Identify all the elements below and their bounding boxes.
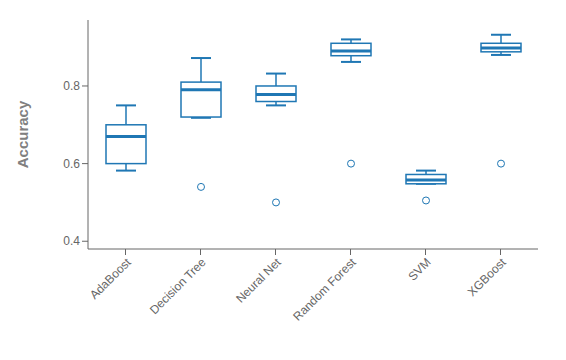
- svg-text:Decision Tree: Decision Tree: [147, 255, 209, 317]
- svg-text:0.6: 0.6: [63, 157, 80, 171]
- svg-text:SVM: SVM: [405, 255, 433, 283]
- svg-text:Random Forest: Random Forest: [290, 255, 359, 324]
- svg-text:0.8: 0.8: [63, 79, 80, 93]
- svg-text:XGBoost: XGBoost: [465, 255, 509, 299]
- svg-text:AdaBoost: AdaBoost: [87, 255, 134, 302]
- svg-text:Accuracy: Accuracy: [14, 100, 31, 168]
- svg-text:Neural Net: Neural Net: [233, 255, 284, 306]
- svg-text:0.4: 0.4: [63, 234, 80, 248]
